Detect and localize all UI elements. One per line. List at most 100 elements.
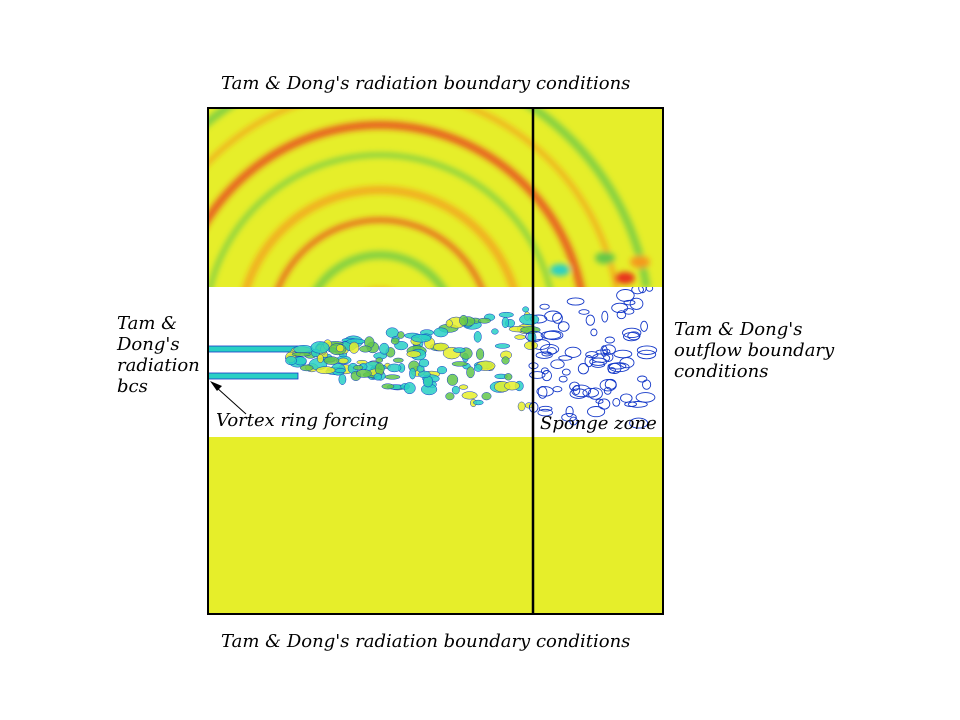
right-label-line-1: Tam & Dong's: [674, 319, 803, 340]
vorticity-contour: [501, 316, 510, 329]
vorticity-contour: [595, 349, 608, 355]
vorticity-contour: [631, 287, 644, 295]
vorticity-contour: [602, 348, 611, 355]
wavefront-arc: [208, 108, 619, 287]
field-spot: [550, 264, 570, 276]
vorticity-contour: [627, 331, 641, 341]
vorticity-contour: [616, 289, 635, 302]
vorticity-contour: [587, 387, 603, 400]
vorticity-contour: [561, 368, 571, 376]
vorticity-contour: [529, 371, 546, 379]
bottom-boundary-label: Tam & Dong's radiation boundary conditio…: [221, 631, 631, 652]
vorticity-contour: [387, 363, 402, 373]
vorticity-contour: [601, 344, 616, 355]
vorticity-contour: [474, 364, 483, 372]
vorticity-contour: [557, 321, 570, 332]
vorticity-contour: [582, 387, 599, 398]
vorticity-contour: [552, 386, 563, 393]
vorticity-contour: [418, 358, 430, 368]
vortex-ring-forcing-label: Vortex ring forcing: [216, 410, 389, 431]
vorticity-contour: [611, 302, 629, 314]
vorticity-contour: [566, 297, 585, 306]
wavefront-arc: [242, 186, 518, 287]
vorticity-contour: [514, 334, 526, 340]
left-label-line-2: Dong's: [117, 334, 180, 355]
vorticity-contour: [334, 368, 346, 373]
vorticity-contour: [494, 343, 511, 349]
vorticity-contour: [587, 406, 606, 418]
vorticity-contour: [636, 345, 658, 355]
vorticity-contour: [338, 357, 349, 364]
vorticity-contour: [285, 356, 297, 366]
sponge-zone-label: Sponge zone: [540, 413, 657, 434]
vorticity-contour: [397, 331, 405, 339]
vorticity-contour: [616, 310, 627, 320]
vorticity-contour: [384, 374, 401, 380]
vorticity-contour: [317, 353, 324, 364]
vorticity-contour: [595, 398, 604, 404]
wavefront-arc: [208, 108, 651, 287]
vorticity-contour: [569, 381, 580, 392]
vorticity-contour: [373, 373, 382, 381]
vorticity-contour: [524, 341, 538, 350]
vorticity-contour: [374, 362, 385, 375]
left-boundary-label: Tam & Dong's radiation bcs: [117, 313, 200, 397]
vorticity-contour: [543, 330, 564, 341]
wavefront-arc: [208, 121, 585, 287]
vorticity-contour: [353, 364, 364, 371]
vorticity-contour: [501, 356, 510, 365]
vorticity-contour: [561, 413, 577, 422]
vorticity-contour: [451, 385, 460, 395]
vorticity-contour: [571, 384, 592, 398]
vorticity-contour: [607, 362, 627, 370]
vorticity-contour: [473, 399, 484, 406]
vorticity-contour: [601, 310, 609, 323]
vorticity-contour: [291, 352, 311, 357]
vorticity-contour: [558, 355, 573, 361]
vorticity-contour: [406, 350, 421, 358]
vorticity-contour: [541, 370, 552, 382]
vorticity-contour: [622, 327, 642, 339]
vorticity-contour: [590, 328, 598, 337]
top-boundary-label: Tam & Dong's radiation boundary conditio…: [221, 73, 631, 94]
vorticity-contour: [546, 347, 557, 355]
left-label-line-1: Tam &: [117, 313, 178, 334]
vorticity-contour: [620, 393, 633, 403]
vorticity-contour: [299, 364, 314, 372]
vorticity-contour: [612, 397, 621, 407]
vorticity-contour: [544, 310, 562, 322]
vorticity-contour: [379, 342, 390, 355]
vorticity-contour: [540, 330, 562, 340]
vorticity-contour: [375, 357, 384, 363]
vorticity-contour: [619, 357, 635, 369]
field-spot: [630, 256, 650, 268]
vorticity-contour: [637, 349, 657, 360]
vorticity-contour: [323, 356, 340, 365]
nozzle-shear-layer: [208, 345, 299, 353]
vorticity-contour: [356, 369, 372, 378]
vorticity-contour: [466, 366, 475, 379]
right-boundary-label: Tam & Dong's outflow boundary conditions: [674, 319, 834, 382]
wavefront-arc: [208, 152, 553, 287]
vorticity-contour: [392, 357, 404, 363]
right-label-line-3: conditions: [674, 361, 769, 382]
left-label-line-4: bcs: [117, 376, 148, 397]
vorticity-contour: [522, 306, 529, 313]
vorticity-contour: [569, 388, 588, 399]
acoustic-field-top: [208, 108, 663, 287]
vorticity-contour: [558, 375, 568, 383]
vorticity-contour: [418, 370, 431, 379]
vorticity-contour: [565, 405, 574, 418]
vorticity-contour: [504, 381, 520, 391]
vorticity-contour: [629, 297, 644, 310]
vorticity-contour: [478, 317, 491, 324]
vorticity-contour: [403, 382, 416, 395]
vorticity-contour: [517, 401, 526, 412]
vorticity-contour: [519, 313, 540, 326]
wavefront-arc: [276, 217, 484, 287]
vorticity-contour: [591, 361, 606, 368]
vorticity-contour: [411, 333, 432, 343]
vorticity-contour: [491, 328, 499, 335]
vorticity-contour: [629, 417, 649, 429]
acoustic-field-bottom: [208, 437, 663, 614]
